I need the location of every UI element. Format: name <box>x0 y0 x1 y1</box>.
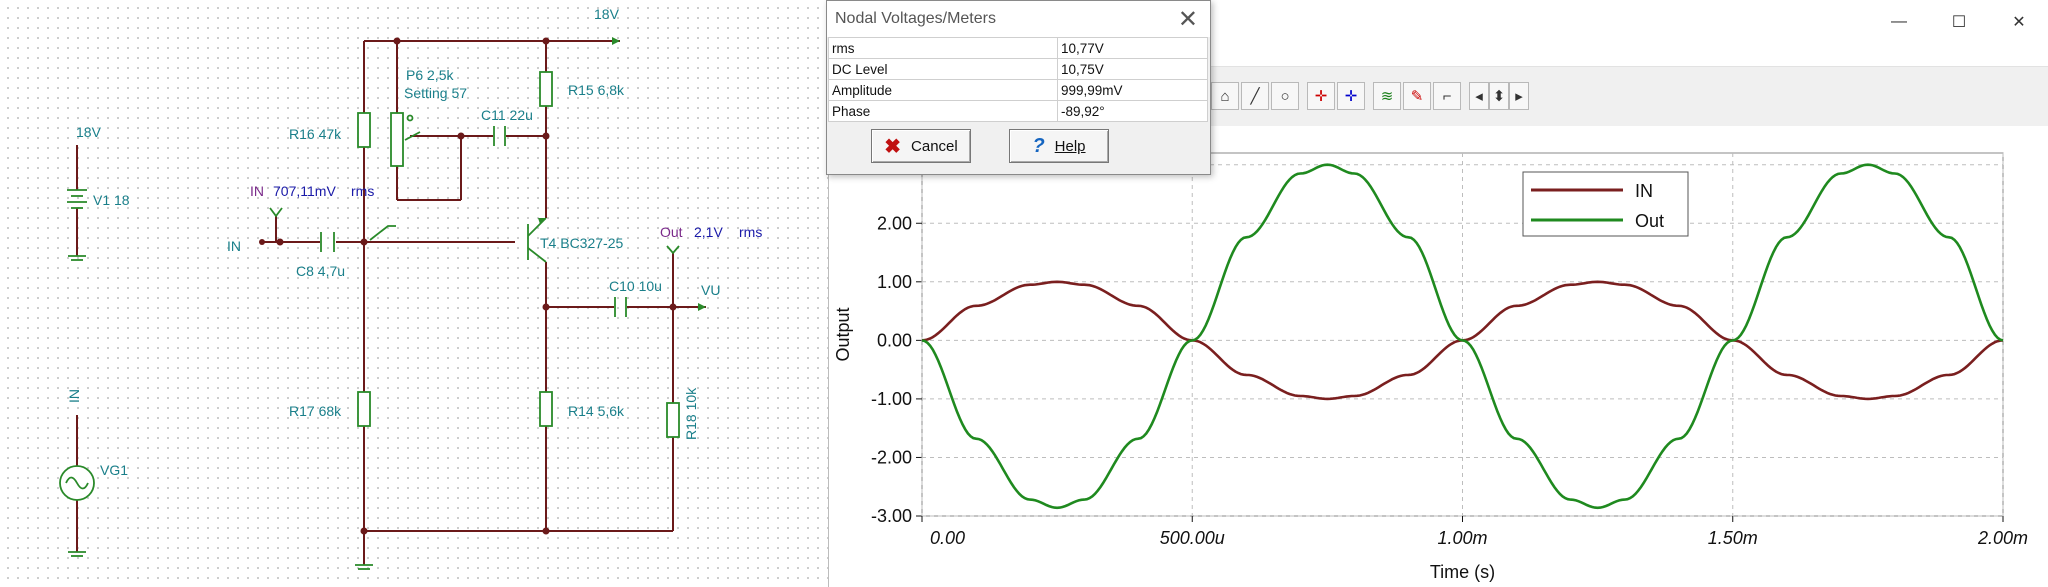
dialog-title: Nodal Voltages/Meters <box>835 10 996 27</box>
scroll-right-icon[interactable]: ▸ <box>1509 82 1529 110</box>
plot-area[interactable] <box>921 152 2004 517</box>
minimize-button[interactable]: — <box>1891 13 1907 30</box>
row-value: -89,92° <box>1057 100 1208 122</box>
cancel-x-icon: ✖ <box>884 135 902 158</box>
x-tick-label: 0.00 <box>930 528 965 548</box>
close-window-button[interactable]: ✕ <box>2012 14 2026 31</box>
schematic-wires <box>76 40 706 565</box>
x-tick-label: 1.00m <box>1437 528 1487 548</box>
t4-label: T4 BC327-25 <box>540 235 624 251</box>
generator-in-label: IN <box>66 389 82 403</box>
r18-resistor[interactable] <box>666 402 680 438</box>
y-tick-label: -2.00 <box>871 447 912 467</box>
window-controls: — ☐ ✕ <box>1869 0 2048 44</box>
row-label: rms <box>828 37 1058 59</box>
waveform-graph[interactable]: 3.002.001.000.00-1.00-2.00-3.000.00500.0… <box>829 126 2048 587</box>
circle-tool-icon[interactable]: ○ <box>1271 82 1299 110</box>
pick-curve-icon[interactable]: ✎ <box>1403 82 1431 110</box>
add-curve-icon[interactable]: ≋ <box>1373 82 1401 110</box>
line-tool-icon[interactable]: ╱ <box>1241 82 1269 110</box>
p6-label: P6 2,5k <box>406 67 454 83</box>
vu-label: VU <box>701 282 721 298</box>
dialog-close-icon[interactable]: ✕ <box>1177 6 1198 33</box>
r15-resistor[interactable] <box>539 71 553 107</box>
v1-voltage-label: 18V <box>76 124 101 140</box>
scroll-left-icon[interactable]: ◂ <box>1469 82 1489 110</box>
r16-label: R16 47k <box>289 126 342 142</box>
r17-label: R17 68k <box>289 403 342 419</box>
out-meter-value: 2,1V <box>694 224 723 240</box>
table-row: DC Level 10,75V <box>828 58 1208 80</box>
c8-label: C8 4,7u <box>296 263 346 279</box>
help-label: Help <box>1054 137 1086 155</box>
row-label: Amplitude <box>828 79 1058 101</box>
diagram-window: — ☐ ✕ ⌂ ╱ ○ ✛ ✛ ≋ ✎ ⌐ ◂ ⬍ ▸ 3.002.001.00… <box>828 0 2048 587</box>
out-meter-name: Out <box>660 224 683 240</box>
p6-potentiometer[interactable] <box>390 112 404 167</box>
cancel-label: Cancel <box>911 137 958 155</box>
components <box>59 71 680 501</box>
in-meter-unit: rms <box>351 183 375 199</box>
out-meter-unit: rms <box>739 224 763 240</box>
r18-label: R18 10k <box>683 387 699 440</box>
y-tick-label: 1.00 <box>877 272 912 292</box>
x-axis-label: Time (s) <box>1430 562 1495 582</box>
supply-top-label: 18V <box>594 6 619 22</box>
label-tool-icon[interactable]: ⌂ <box>1211 82 1239 110</box>
y-tick-label: -1.00 <box>871 389 912 409</box>
cursor-a-icon[interactable]: ✛ <box>1307 82 1335 110</box>
in-meter-name: IN <box>250 183 264 199</box>
v1-name-label: V1 18 <box>93 192 130 208</box>
r15-label: R15 6,8k <box>568 82 625 98</box>
peak-tool-icon[interactable]: ⌐ <box>1433 82 1461 110</box>
junctions <box>259 37 677 535</box>
table-row: rms 10,77V <box>828 37 1208 59</box>
row-value: 10,75V <box>1057 58 1208 80</box>
in-meter-value: 707,11mV <box>273 183 336 199</box>
scroll-updown-icon[interactable]: ⬍ <box>1489 82 1509 110</box>
x-tick-label: 2.00m <box>1977 528 2028 548</box>
p6-setting-label: Setting 57 <box>404 85 468 101</box>
r16-resistor[interactable] <box>357 112 371 148</box>
row-label: Phase <box>828 100 1058 122</box>
in-terminal-label: IN <box>227 238 241 254</box>
y-tick-label: -3.00 <box>871 506 912 526</box>
cursor-b-icon[interactable]: ✛ <box>1337 82 1365 110</box>
schematic-canvas[interactable]: 18V 18V V1 18 R16 47k P6 2,5k Setting 57… <box>0 0 828 587</box>
y-tick-label: 0.00 <box>877 330 912 350</box>
vg1-label: VG1 <box>100 462 129 478</box>
help-question-icon: ? <box>1032 134 1045 157</box>
legend-box <box>1522 171 1689 237</box>
row-value: 10,77V <box>1057 37 1208 59</box>
y-tick-label: 2.00 <box>877 213 912 233</box>
meter-table: rms 10,77V DC Level 10,75V Amplitude 999,99… <box>828 37 1208 122</box>
series-line-out[interactable] <box>921 163 2004 510</box>
help-button[interactable]: ? Help <box>1009 129 1109 163</box>
row-value: 999,99mV <box>1057 79 1208 101</box>
schematic-drawing <box>59 37 706 570</box>
r14-label: R14 5,6k <box>568 403 625 419</box>
legend-label-in: IN <box>1635 181 1653 201</box>
x-tick-label: 500.00u <box>1160 528 1225 548</box>
chart-svg: 3.002.001.000.00-1.00-2.00-3.000.00500.0… <box>833 152 2028 582</box>
table-row: Phase -89,92° <box>828 100 1208 122</box>
x-tick-label: 1.50m <box>1708 528 1758 548</box>
r14-resistor[interactable] <box>539 391 553 427</box>
cancel-button[interactable]: ✖ Cancel <box>871 129 971 163</box>
y-axis-label: Output <box>833 307 853 361</box>
table-row: Amplitude 999,99mV <box>828 79 1208 101</box>
maximize-button[interactable]: ☐ <box>1951 14 1967 31</box>
r17-resistor[interactable] <box>357 391 371 427</box>
c10-label: C10 10u <box>609 278 662 294</box>
transistor-arrow <box>538 218 546 224</box>
c11-label: C11 22u <box>481 107 533 123</box>
row-label: DC Level <box>828 58 1058 80</box>
nodal-voltages-dialog: Nodal Voltages/Meters ✕ rms 10,77V DC Lev… <box>826 0 1211 175</box>
legend-label-out: Out <box>1635 211 1664 231</box>
dialog-titlebar[interactable]: Nodal Voltages/Meters ✕ <box>827 1 1210 37</box>
